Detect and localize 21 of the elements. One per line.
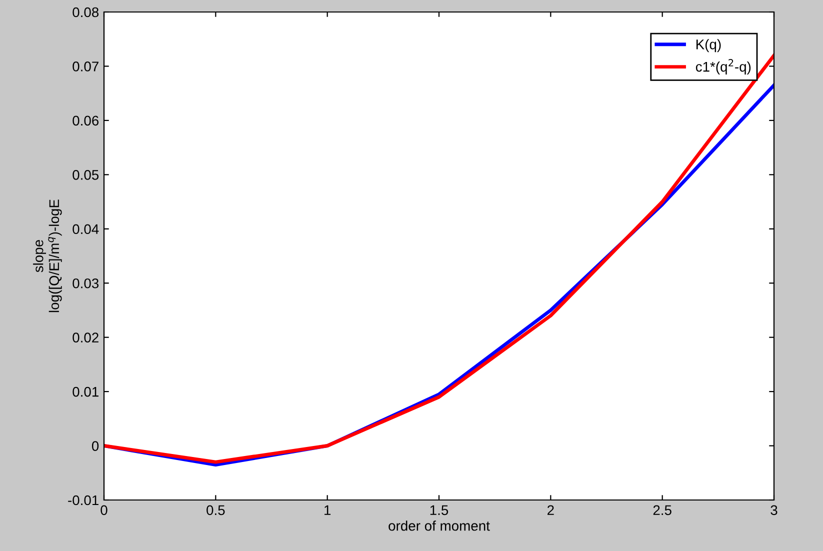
x-tick-label: 1: [324, 505, 331, 515]
y-tick-label: 0.07: [72, 62, 98, 72]
x-tick-label: 0: [100, 505, 108, 516]
y-tick-label: 0.08: [72, 7, 99, 18]
y-tick-label: 0.03: [72, 278, 99, 288]
x-tick-label: 2.5: [653, 505, 672, 516]
legend-label: K(q): [696, 39, 721, 52]
y-tick-label: 0.04: [72, 224, 99, 234]
y-tick-label: 0.02: [72, 332, 98, 343]
y-tick-label: 0.05: [72, 170, 99, 180]
x-tick-label: 0.5: [206, 505, 225, 516]
x-tick-label: 1.5: [430, 505, 448, 516]
x-tick-label: 3: [770, 505, 778, 516]
legend-label: c1*(q$^{2}$-q): [696, 59, 751, 74]
y-tick-label: 0.01: [72, 386, 98, 397]
y-tick-label: 0: [92, 441, 99, 451]
x-axis-title: order of moment: [388, 520, 490, 531]
y-tick-label: 0.06: [72, 116, 99, 126]
y-tick-label: -0.01: [68, 495, 98, 506]
y-axis-title: slope log([Q/E]/m$^{q}$)-logE: [33, 200, 62, 312]
x-tick-label: 2: [548, 505, 554, 515]
